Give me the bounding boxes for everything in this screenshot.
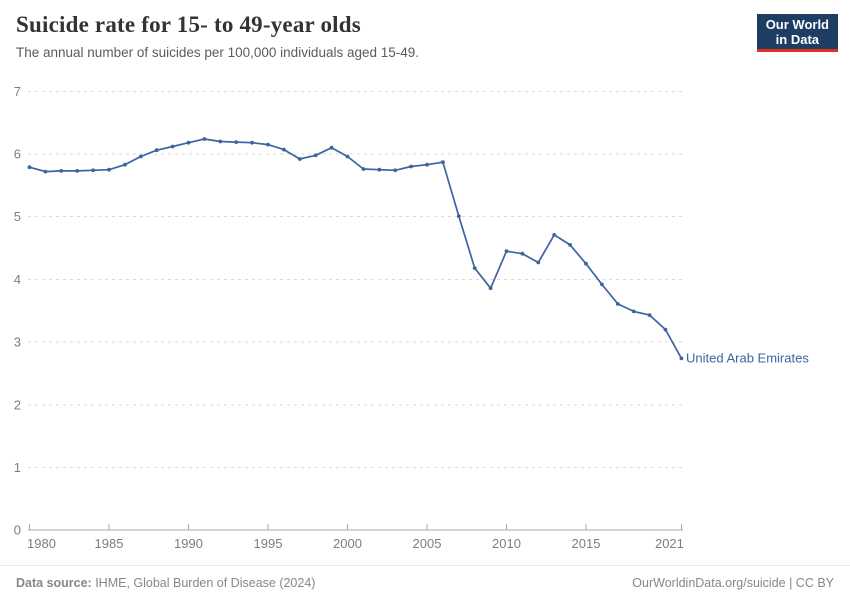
data-point (266, 142, 270, 147)
chart-subtitle: The annual number of suicides per 100,00… (16, 45, 420, 60)
y-tick-label: 5 (14, 209, 21, 224)
data-point (43, 169, 48, 174)
data-point (123, 162, 127, 167)
data-point (456, 214, 461, 219)
data-point (107, 167, 111, 172)
data-point (27, 165, 32, 170)
data-point (154, 148, 159, 153)
data-point (234, 140, 239, 145)
data-point (647, 313, 652, 317)
y-tick-label: 3 (14, 335, 21, 350)
x-tick-label: 2010 (492, 536, 521, 551)
data-point (488, 286, 493, 291)
y-tick-label: 7 (14, 84, 21, 99)
x-tick-label: 2005 (413, 536, 442, 551)
x-tick-label: 2000 (333, 536, 362, 551)
y-tick-label: 6 (14, 147, 21, 162)
data-point (520, 251, 525, 256)
x-tick-label: 2021 (655, 536, 684, 551)
data-point (202, 137, 207, 141)
x-tick-label: 1995 (254, 536, 283, 551)
y-tick-label: 0 (14, 523, 21, 538)
data-point (552, 233, 557, 237)
data-point (75, 169, 80, 173)
data-point (441, 160, 445, 165)
data-point (536, 260, 541, 265)
chart-footer: Data source: IHME, Global Burden of Dise… (0, 565, 850, 599)
data-point (186, 140, 191, 145)
chart-header: Suicide rate for 15- to 49-year olds The… (16, 12, 838, 60)
owid-logo-line1: Our World (765, 17, 829, 32)
data-point (409, 164, 413, 169)
owid-logo[interactable]: Our World in Data (756, 14, 838, 52)
data-point (377, 167, 382, 172)
data-point (250, 140, 255, 145)
data-point (91, 168, 95, 173)
data-point (329, 145, 334, 150)
data-point (218, 139, 223, 144)
data-point (59, 169, 64, 173)
data-source: Data source: IHME, Global Burden of Dise… (16, 576, 315, 590)
data-point (631, 309, 636, 314)
data-point (615, 302, 620, 306)
entity-label[interactable]: United Arab Emirates (686, 350, 809, 365)
page-title: Suicide rate for 15- to 49-year olds (16, 12, 361, 37)
data-point (313, 153, 318, 158)
data-point (297, 157, 302, 161)
data-point (663, 327, 668, 332)
data-source-text: IHME, Global Burden of Disease (2024) (91, 575, 316, 590)
data-point (361, 167, 366, 171)
x-tick-label: 1980 (27, 536, 56, 551)
data-point (170, 144, 175, 149)
data-source-label: Data source: (16, 575, 92, 590)
x-tick-label: 1985 (95, 536, 124, 551)
x-tick-label: 1990 (174, 536, 203, 551)
series-line (28, 138, 683, 360)
data-point (138, 154, 143, 159)
data-point (584, 261, 588, 266)
data-point (425, 162, 429, 167)
x-tick-label: 2015 (572, 536, 601, 551)
data-point (679, 356, 684, 361)
data-point (282, 147, 286, 152)
credit-link[interactable]: OurWorldinData.org/suicide | CC BY (632, 575, 834, 590)
y-tick-label: 4 (14, 272, 21, 287)
y-tick-label: 2 (14, 397, 21, 412)
data-point (568, 243, 572, 247)
data-point (393, 168, 398, 173)
y-tick-label: 1 (14, 460, 21, 475)
data-point (472, 266, 477, 270)
owid-logo-line2: in Data (775, 32, 820, 47)
data-point (345, 154, 350, 159)
data-point (600, 282, 604, 287)
data-point (504, 249, 509, 254)
